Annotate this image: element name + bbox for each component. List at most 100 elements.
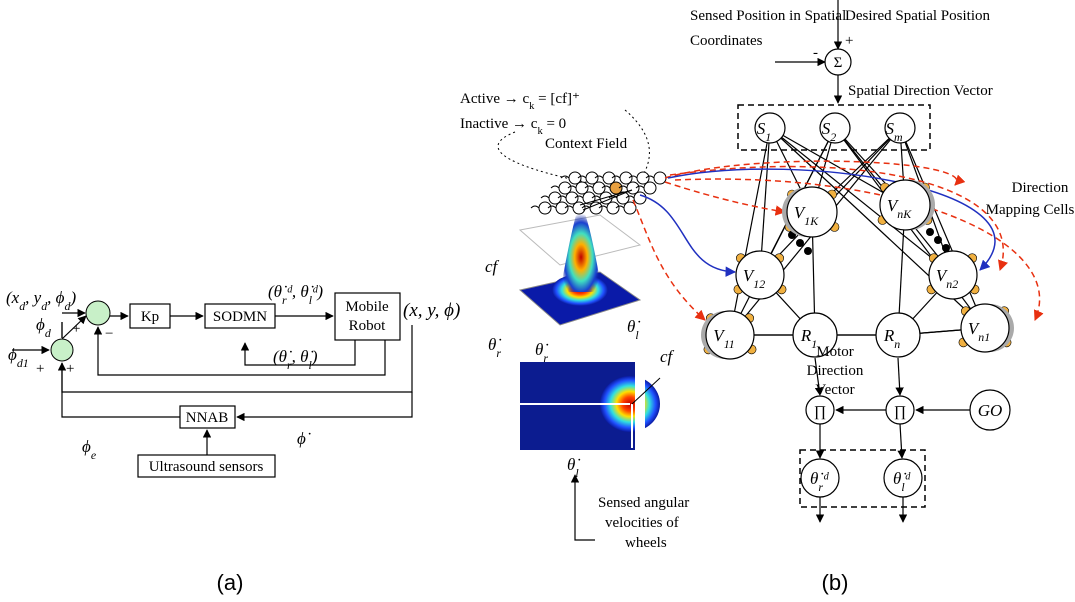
mask [635,362,645,450]
direction-mapping: Direction [1012,180,1069,196]
text-part: ϕ [36,315,45,334]
theta-l-label: θ̇l [567,455,580,480]
subscript: 1 [765,130,771,144]
text-part: R [800,326,812,345]
text-part: (x [6,288,20,307]
text-part: = 0 [543,116,566,132]
text-part: ) [311,347,318,366]
arrow [900,424,902,458]
text-part: ᵈ [823,469,829,488]
text-part: , y [25,288,42,307]
ellipsis-dot [934,236,942,244]
subscript: n1 [978,330,990,344]
context-field-label: Context Field [545,136,628,152]
caption: (a) [217,570,244,595]
sensed-angular: velocities of [605,515,679,531]
text-part: R [883,326,895,345]
sum-junction [86,301,110,325]
connection [730,128,770,335]
figure: (xd, yd, ϕd) + − ϕd ϕd1 + + Kp SODMN (θ̇… [0,0,1075,602]
context-cell [644,182,656,194]
arrow [898,358,900,395]
text-part: ϕ [8,345,17,364]
motor-direction: Motor [816,344,854,360]
text-part: ) [69,288,76,307]
context-link [640,195,735,272]
theta-r-label: θ̇r [535,340,548,365]
go-label: GO [978,401,1003,420]
context-field-grid [531,172,666,214]
theta-r-label: θ̇r [488,335,501,360]
sensed-angular: wheels [625,535,667,551]
text-part: , ϕ [47,288,65,307]
phi-e: ϕe [82,437,97,462]
subscript: d [45,326,51,340]
arrow [575,475,595,540]
panel-a: (xd, yd, ϕd) + − ϕd ϕd1 + + Kp SODMN (θ̇… [6,282,460,595]
active-label: Active → ck = [cf]⁺ [460,91,580,112]
sensed-position: Coordinates [690,33,763,49]
desired-input: (xd, yd, ϕd) [6,288,76,313]
subscript: nK [897,207,912,221]
context-cell [539,202,551,214]
caption: (b) [822,570,849,595]
context-cell [590,202,602,214]
ellipsis-dot [804,247,812,255]
context-link [633,200,705,320]
context-cell [634,192,646,204]
subscript: n2 [946,277,958,291]
sum-junction [51,339,73,361]
subscript: m [894,130,903,144]
sensed-wheel: (θ̇r, θ̇l) [273,347,318,372]
context-cell [607,202,619,214]
plus: + [36,361,44,377]
subscript: 11 [724,337,735,351]
subscript: e [91,448,97,462]
minus: − [105,326,113,342]
context-link [675,179,1040,320]
context-link [665,182,785,212]
stem [531,206,539,208]
sensed-angular: Sensed angular [598,495,689,511]
text-part: Inactive → c [460,116,538,132]
stem [541,196,549,198]
panel-b-plots: Active → ck = [cf]⁺ Inactive → ck = 0 Co… [460,91,689,551]
pointer [625,110,649,180]
plus: + [845,33,853,49]
direction-mapping: Mapping Cells [986,202,1075,218]
line [62,363,180,417]
stem [561,176,569,178]
desired-wheel: (θ̇rᵈ, θ̇lᵈ) [268,282,323,307]
inactive-label: Inactive → ck = 0 [460,116,566,137]
panel-b-network: Sensed Position in Spatial Coordinates D… [633,0,1075,595]
text-part: ϕ [82,437,91,456]
output: (x, y, ϕ) [403,300,460,321]
text-part: Active → c [460,91,529,107]
subscript: 12 [753,277,765,291]
ellipsis-dot [926,228,934,236]
subscript: r [496,346,501,360]
ultrasound-label: Ultrasound sensors [149,459,264,475]
phi-d: ϕd [36,315,51,340]
context-cell [654,172,666,184]
subscript: 2 [830,130,836,144]
subscript: l [575,466,579,480]
nnab-label: NNAB [186,410,229,426]
pi: ∏ [894,404,906,420]
motor-direction: Direction [807,363,864,379]
context-cell [556,202,568,214]
pi: ∏ [814,404,826,420]
phi-dot: ϕ̇ [297,429,311,448]
sensed-position: Sensed Position in Spatial [690,8,846,24]
subscript: d1 [17,356,29,370]
theta-l-label: θ̇l [627,317,640,342]
text-part: ᵈ) [312,282,323,301]
phi-d1: ϕd1 [8,345,29,370]
spatial-direction: Spatial Direction Vector [848,83,993,99]
robot-label: Robot [349,318,387,334]
text-part: = [cf]⁺ [534,91,580,107]
sodmn-label: SODMN [213,309,267,325]
surface-peak [560,205,602,292]
cf-label: cf [485,257,500,276]
minus: - [813,45,818,61]
